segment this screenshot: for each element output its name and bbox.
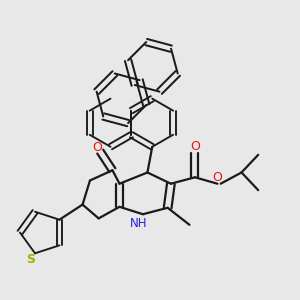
- Text: S: S: [26, 253, 35, 266]
- Text: O: O: [191, 140, 200, 153]
- Text: O: O: [92, 141, 102, 154]
- Text: O: O: [212, 171, 222, 184]
- Text: NH: NH: [130, 218, 148, 230]
